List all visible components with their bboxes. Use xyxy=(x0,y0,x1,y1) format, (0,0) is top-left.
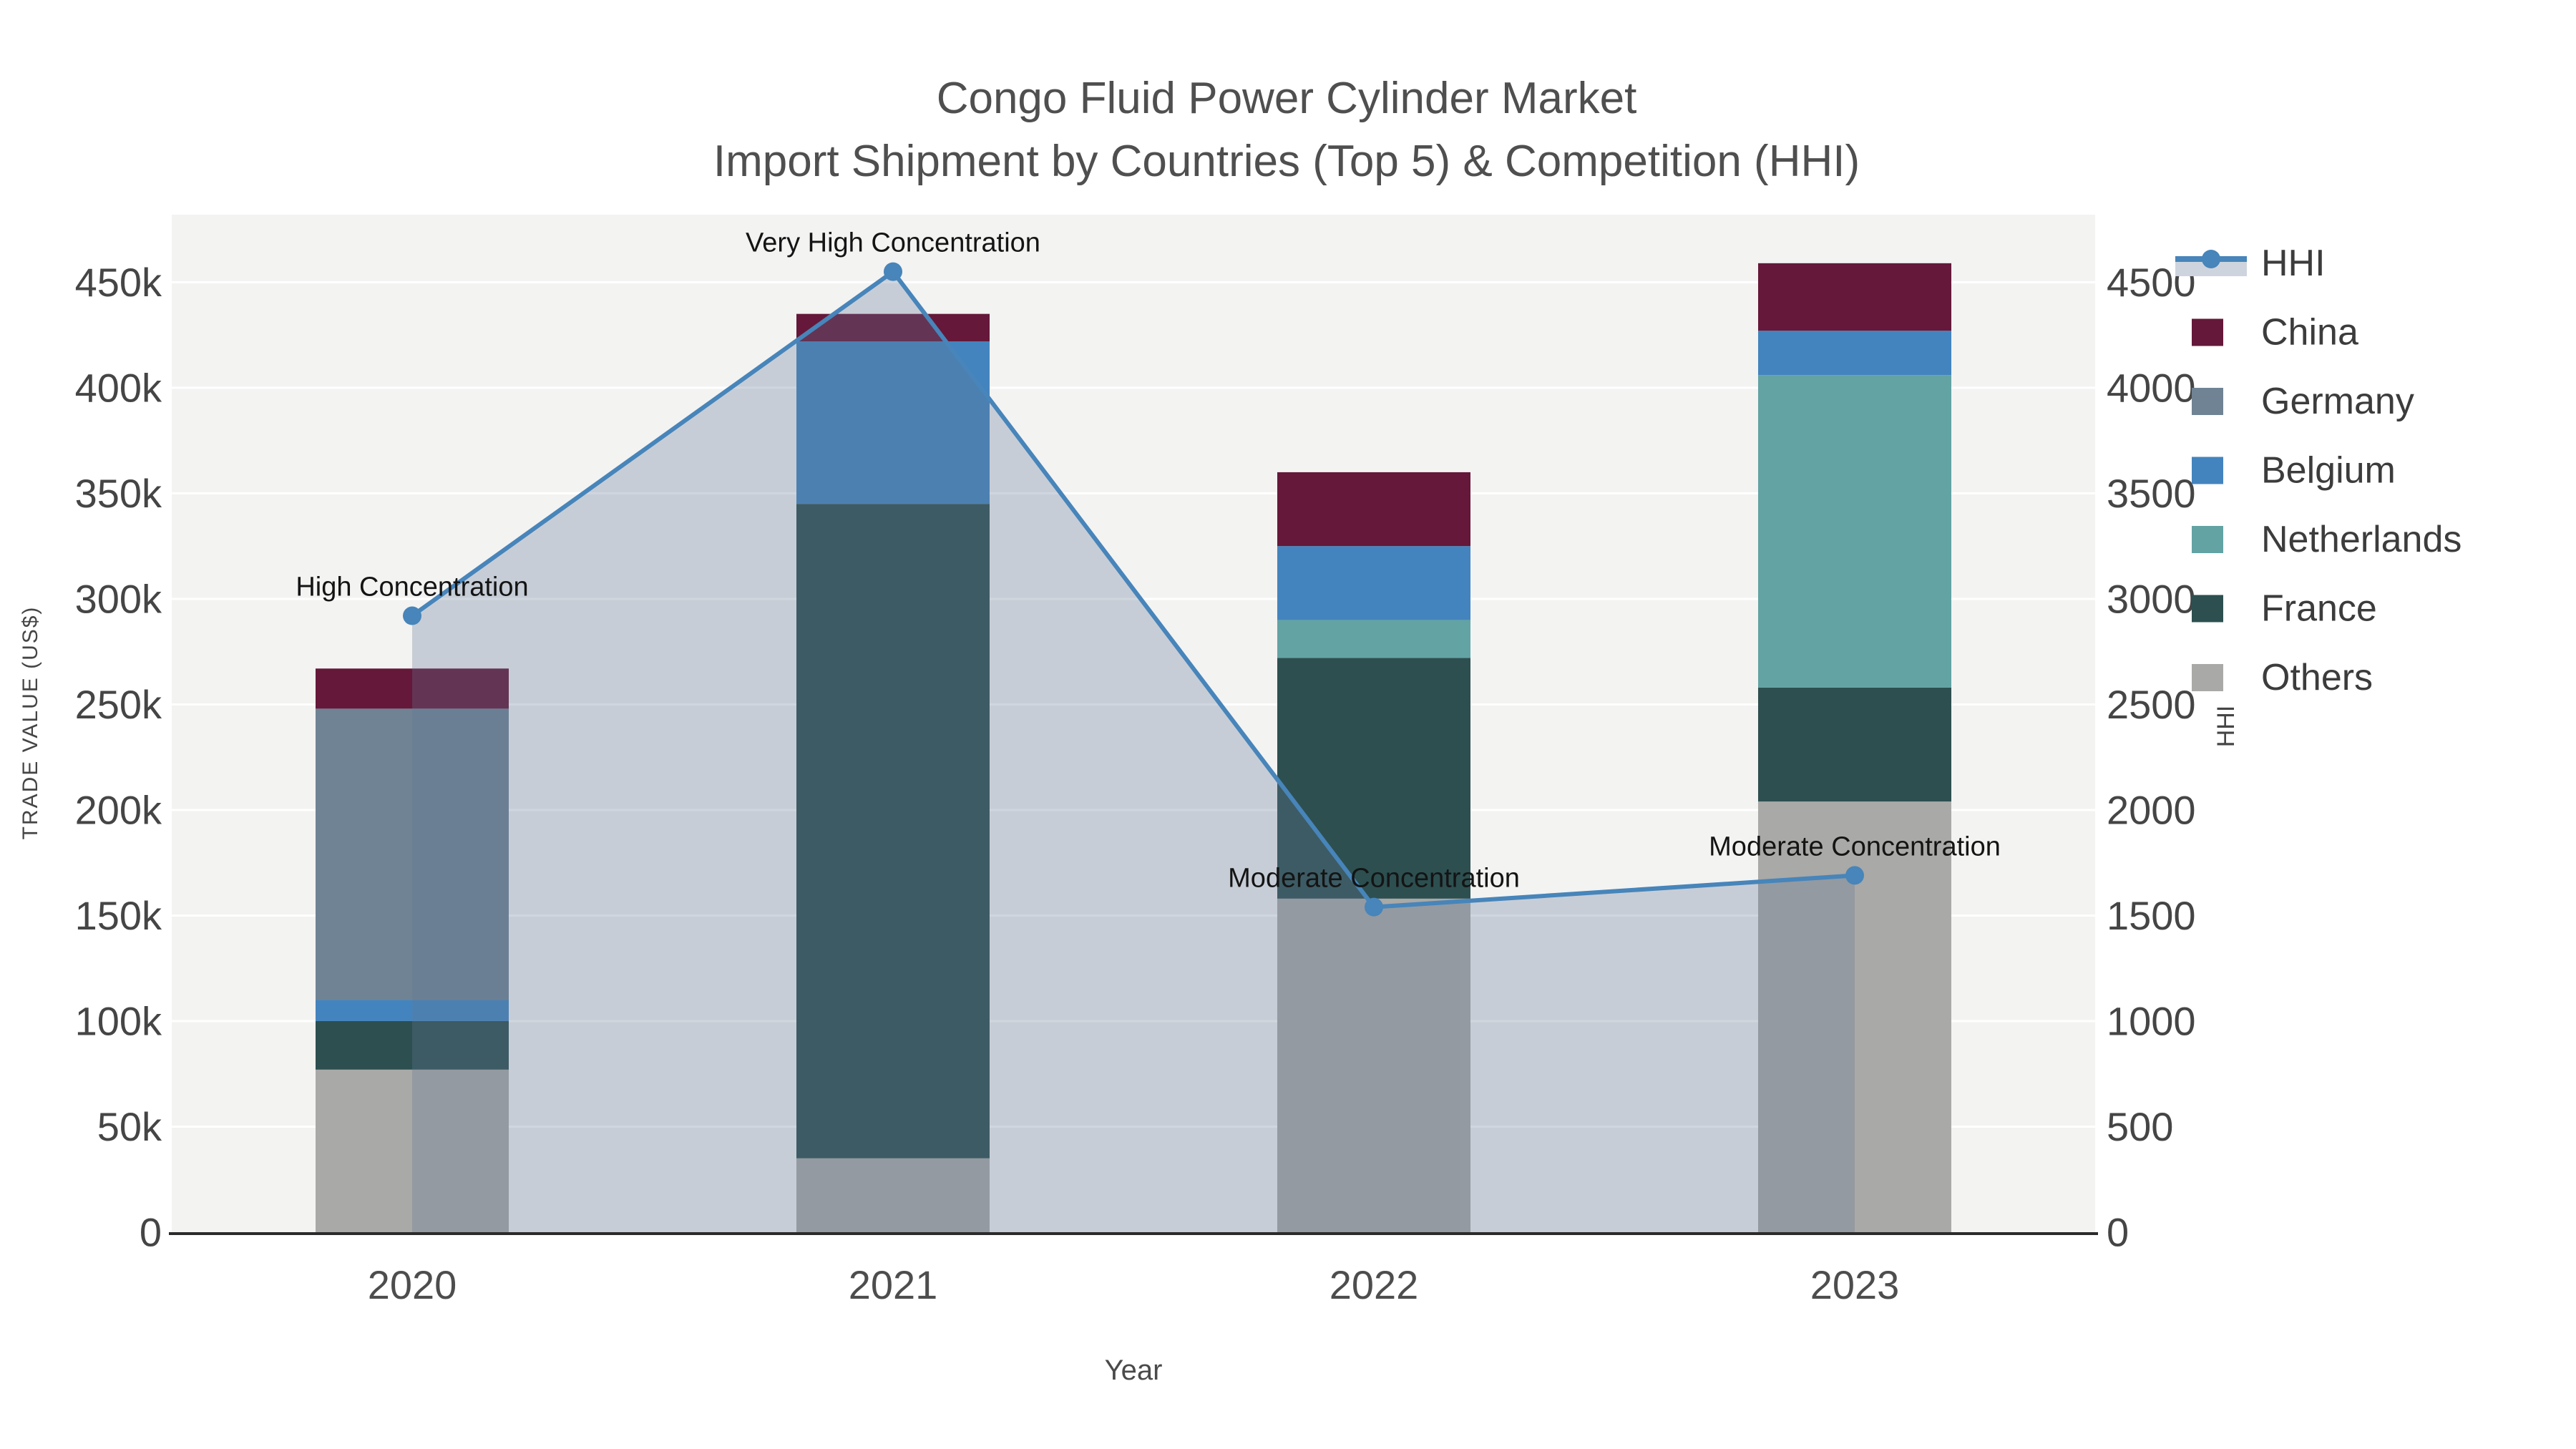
y-left-tick-label: 450k xyxy=(75,260,162,305)
y-left-axis-title: TRADE VALUE (US$) xyxy=(19,606,42,840)
y-left-tick-label: 200k xyxy=(75,787,162,832)
legend-item-china[interactable]: China xyxy=(2192,312,2358,353)
bar-segment-netherlands-2022 xyxy=(1277,620,1470,658)
chart-title-line1: Congo Fluid Power Cylinder Market xyxy=(937,74,1637,123)
legend-label: Netherlands xyxy=(2261,519,2462,560)
legend-color-swatch xyxy=(2192,457,2223,484)
hhi-marker-2020 xyxy=(403,606,421,625)
legend-label: France xyxy=(2261,588,2377,630)
hhi-marker-2022 xyxy=(1365,897,1383,917)
bar-segment-others-2021 xyxy=(796,1158,990,1232)
hhi-line xyxy=(411,268,1855,909)
y-left-tick-label: 300k xyxy=(75,576,162,621)
legend-color-swatch xyxy=(2192,595,2223,623)
annotation-2021: Very High Concentration xyxy=(746,228,1040,258)
x-tick-label-2022: 2022 xyxy=(1330,1262,1419,1307)
bar-segment-france-2023 xyxy=(1758,687,1951,802)
legend-item-france[interactable]: France xyxy=(2192,588,2377,630)
hhi-line-layer xyxy=(403,262,1864,917)
bar-segment-others-2022 xyxy=(1277,898,1470,1232)
y-right-tick-label: 4000 xyxy=(2107,365,2196,410)
legend-item-others[interactable]: Others xyxy=(2192,657,2373,698)
bar-segment-belgium-2020 xyxy=(316,1000,509,1021)
legend-color-swatch xyxy=(2192,526,2223,553)
legend-label: China xyxy=(2261,312,2358,353)
legend-label: HHI xyxy=(2261,243,2326,284)
y-right-axis-title: HHI xyxy=(2212,706,2240,748)
hhi-area-layer xyxy=(412,271,1855,1232)
legend-label: Germany xyxy=(2261,381,2414,422)
hhi-marker-2023 xyxy=(1845,866,1864,885)
bar-segment-belgium-2021 xyxy=(796,341,990,504)
y-right-tick-label: 3000 xyxy=(2107,576,2196,621)
legend-area-swatch xyxy=(2175,262,2247,276)
x-tick-label-2020: 2020 xyxy=(368,1262,457,1307)
annotations-layer: High Concentration Very High Concentratio… xyxy=(296,228,2001,894)
y-left-tick-label: 150k xyxy=(75,893,162,938)
legend-marker-dot xyxy=(2202,250,2220,268)
legend-color-swatch xyxy=(2192,664,2223,691)
y-right-tick-label: 2500 xyxy=(2107,682,2196,727)
bar-segment-belgium-2022 xyxy=(1277,546,1470,620)
x-tick-label-2021: 2021 xyxy=(849,1262,938,1307)
hhi-marker-2021 xyxy=(884,262,902,281)
x-axis-title: Year xyxy=(1105,1355,1163,1386)
bars-layer xyxy=(316,263,1951,1232)
chart-title-line2: Import Shipment by Countries (Top 5) & C… xyxy=(713,137,1860,186)
y-left-tick-label: 400k xyxy=(75,365,162,410)
y-left-tick-label: 350k xyxy=(75,471,162,516)
bar-segment-france-2022 xyxy=(1277,658,1470,899)
bar-segment-china-2020 xyxy=(316,668,509,709)
annotation-2023: Moderate Concentration xyxy=(1709,831,2001,862)
x-tick-label-2023: 2023 xyxy=(1810,1262,1900,1307)
legend-color-swatch xyxy=(2192,318,2223,346)
y-right-tick-label: 2000 xyxy=(2107,787,2196,832)
y-left-tick-label: 250k xyxy=(75,682,162,727)
annotation-2022: Moderate Concentration xyxy=(1228,864,1520,894)
y-right-tick-label: 1000 xyxy=(2107,998,2196,1043)
legend: HHI China Germany Belgium Netherlands France O… xyxy=(2175,243,2462,698)
bar-segment-china-2023 xyxy=(1758,263,1951,331)
legend-item-germany[interactable]: Germany xyxy=(2192,381,2414,422)
y-right-tick-label: 1500 xyxy=(2107,893,2196,938)
bar-segment-china-2022 xyxy=(1277,472,1470,547)
bar-segment-netherlands-2023 xyxy=(1758,375,1951,688)
bar-segment-belgium-2023 xyxy=(1758,331,1951,376)
hhi-area-fill xyxy=(412,271,1855,1232)
y-right-tick-label: 3500 xyxy=(2107,471,2196,516)
bar-segment-france-2021 xyxy=(796,504,990,1158)
legend-label: Others xyxy=(2261,657,2373,698)
bar-segment-others-2020 xyxy=(316,1069,509,1232)
legend-item-hhi[interactable]: HHI xyxy=(2175,243,2326,284)
y-left-tick-label: 0 xyxy=(140,1210,162,1255)
legend-color-swatch xyxy=(2192,388,2223,415)
legend-item-belgium[interactable]: Belgium xyxy=(2192,450,2396,492)
y-right-tick-label: 0 xyxy=(2107,1210,2129,1255)
legend-label: Belgium xyxy=(2261,450,2396,492)
axis-labels-layer: 0 50k 100k 150k 200k 250k 300k 350k 400k 450k 0 500… xyxy=(75,260,2196,1307)
bar-segment-france-2020 xyxy=(316,1020,509,1070)
legend-item-netherlands[interactable]: Netherlands xyxy=(2192,519,2462,560)
y-right-tick-label: 500 xyxy=(2107,1104,2173,1149)
annotation-2020: High Concentration xyxy=(296,572,528,602)
bar-segment-germany-2020 xyxy=(316,708,509,1000)
y-left-tick-label: 100k xyxy=(75,998,162,1043)
y-left-tick-label: 50k xyxy=(97,1104,162,1149)
